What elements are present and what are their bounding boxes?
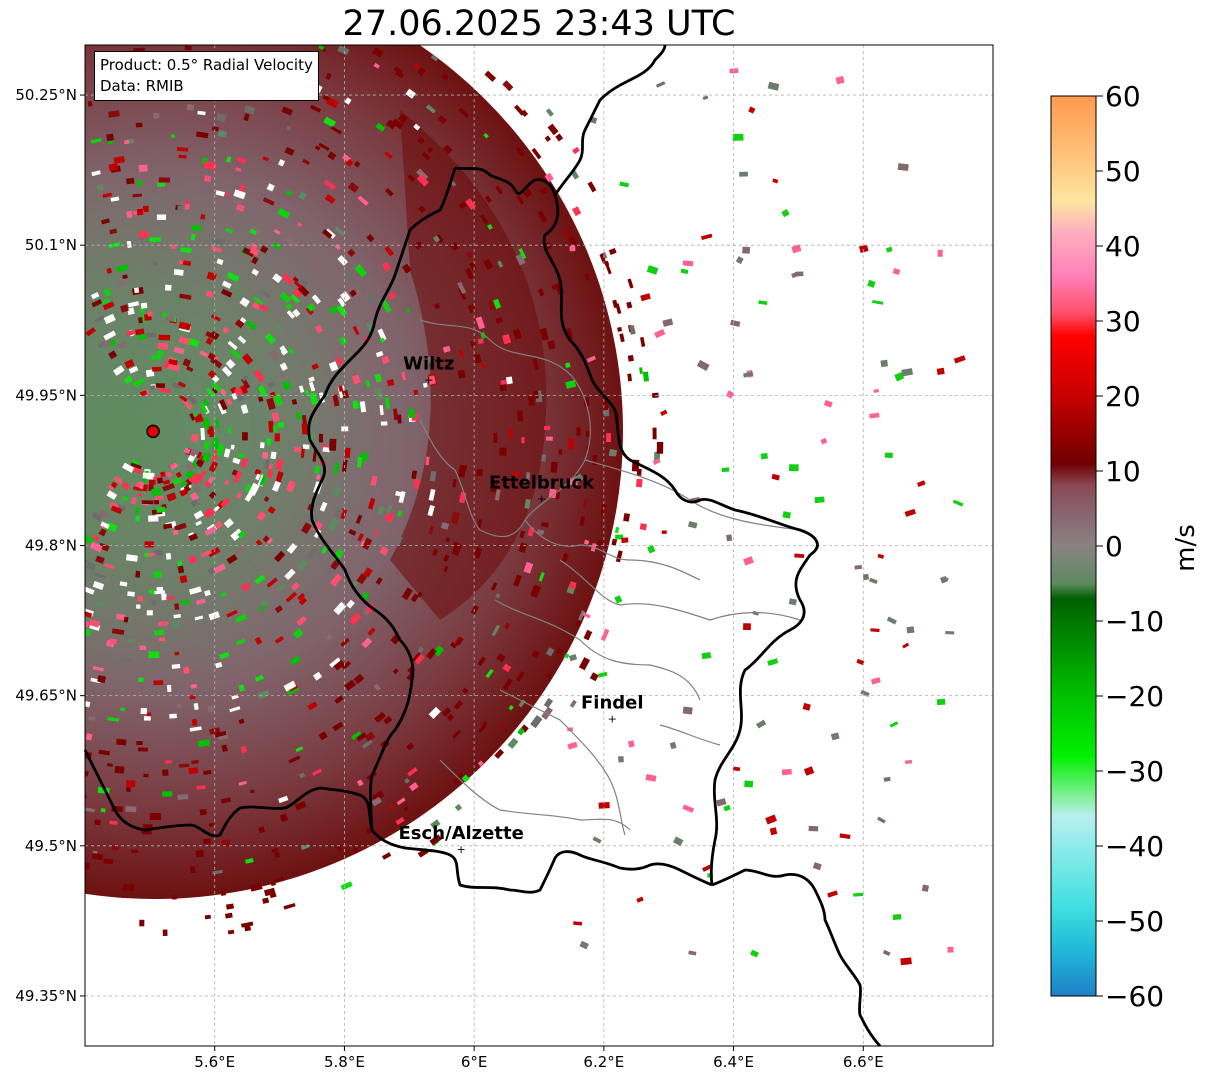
city-marker: + [608,713,617,726]
city-marker: + [537,492,546,505]
colorbar-tick-label: 50 [1105,155,1141,188]
product-label: Product: 0.5° Radial Velocity [100,56,313,74]
colorbar: 60 50 40 30 20 10 0 −10 −20 −30 −40 −50 −60 m/s [1050,80,1201,1013]
data-source-label: Data: RMIB [100,77,184,95]
lat-tick-label: 49.8°N [25,537,77,555]
colorbar-tick-label: 0 [1105,530,1123,563]
product-info-box: Product: 0.5° Radial Velocity Data: RMIB [94,51,319,101]
border-belgium-luxembourg [454,166,819,886]
lat-tick-label: 49.65°N [15,687,77,705]
lon-tick-label: 5.6°E [194,1053,235,1071]
lat-tick-label: 50.1°N [25,236,77,254]
colorbar-unit-label: m/s [1171,524,1201,572]
border-germany-east [711,868,882,1047]
map-border [84,44,994,1047]
national-borders [83,44,882,1047]
colorbar-tick-label: 30 [1105,305,1141,338]
colorbar-tick-label: 40 [1105,230,1141,263]
colorbar-tick-label: −60 [1105,980,1164,1013]
lon-tick-label: 6.2°E [583,1053,624,1071]
city-label: Findel [581,693,644,714]
city-label: Wiltz [403,353,454,374]
colorbar-tick-label: 10 [1105,455,1141,488]
lon-tick-label: 6°E [461,1053,488,1071]
map-title: 27.06.2025 23:43 UTC [342,4,736,44]
lat-tick-label: 49.5°N [25,837,77,855]
city-marker: + [457,843,466,856]
colorbar-ticks: 60 50 40 30 20 10 0 −10 −20 −30 −40 −50 −60 [1096,80,1164,1013]
city-label: Esch/Alzette [399,823,524,844]
colorbar-tick-label: −20 [1105,680,1164,713]
lat-tick-label: 49.35°N [15,987,77,1005]
city-label: Ettelbruck [489,472,595,493]
city-labels: +Wiltz+Ettelbruck+Findel+Esch/Alzette [399,353,644,855]
border-belgium-west [307,167,457,831]
colorbar-scale [1050,95,1097,997]
echo-speckles [85,45,966,966]
map-axes: 50.25°N 50.1°N 49.95°N 49.8°N 49.65°N 49.5°N 4… [15,86,883,1071]
lon-tick-label: 5.8°E [324,1053,365,1071]
lon-tick-label: 6.6°E [843,1053,884,1071]
lon-tick-label: 6.4°E [713,1053,754,1071]
radar-site-marker [146,424,160,439]
lat-tick-label: 50.25°N [15,86,77,104]
city-marker: + [424,373,433,386]
colorbar-tick-label: −30 [1105,755,1164,788]
outbound-velocity-band [390,110,547,620]
colorbar-tick-label: −10 [1105,605,1164,638]
colorbar-tick-label: 20 [1105,380,1141,413]
radar-echoes [85,45,966,966]
inbound-velocity-zone [85,171,415,691]
colorbar-tick-label: −40 [1105,830,1164,863]
border-luxembourg-france [83,749,713,894]
lat-tick-label: 49.95°N [15,386,77,404]
colorbar-tick-label: −50 [1105,905,1164,938]
colorbar-tick-label: 60 [1105,80,1141,113]
canton-boundaries [419,319,801,836]
border-germany-north [553,44,667,196]
